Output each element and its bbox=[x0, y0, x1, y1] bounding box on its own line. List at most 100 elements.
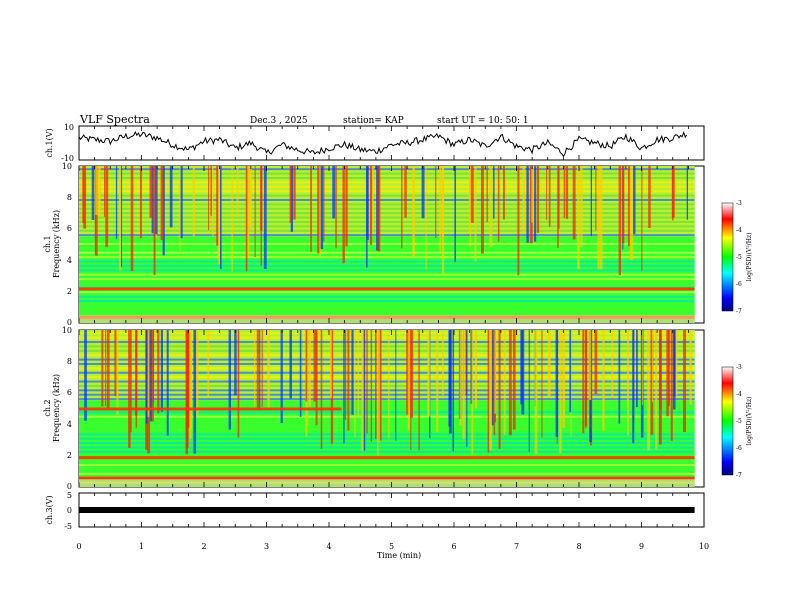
spec-streak bbox=[673, 330, 676, 410]
spec-row bbox=[79, 332, 695, 335]
spec-streak bbox=[491, 330, 494, 426]
spec-streak bbox=[261, 330, 263, 407]
spec-streak bbox=[140, 166, 142, 239]
spec-streak bbox=[320, 330, 323, 449]
x-axis: 0 1 2 3 4 5 6 7 8 9 10 Time (min) bbox=[76, 542, 709, 560]
spec-streak bbox=[307, 330, 309, 426]
spec-streak bbox=[611, 330, 614, 398]
spec-row bbox=[79, 459, 695, 462]
spec-streak bbox=[169, 166, 173, 228]
spec-streak bbox=[114, 330, 117, 397]
spec-streak bbox=[220, 166, 222, 269]
ch3-ytick-0: 0 bbox=[67, 506, 72, 515]
spec-streak bbox=[377, 330, 379, 456]
spec-streak bbox=[421, 166, 425, 219]
spec-streak bbox=[622, 166, 625, 244]
spec-streak bbox=[508, 330, 512, 436]
spec-streak bbox=[582, 330, 585, 434]
spec-streak bbox=[84, 330, 87, 421]
spec-streak bbox=[207, 330, 209, 397]
spec-streak bbox=[153, 166, 156, 275]
spec-streak bbox=[655, 330, 658, 450]
ch1-ytick-top: 10 bbox=[64, 123, 74, 132]
spec-streak bbox=[149, 166, 153, 218]
spec-streak bbox=[119, 166, 121, 271]
spec-streak bbox=[388, 330, 390, 439]
spec-streak bbox=[82, 166, 85, 224]
spec-streak bbox=[259, 330, 261, 411]
spec-streak bbox=[595, 166, 597, 231]
spec-streak bbox=[210, 166, 212, 216]
spec-streak bbox=[330, 330, 334, 444]
spec-streak bbox=[260, 166, 263, 231]
spec-streak bbox=[618, 166, 621, 276]
spec-row bbox=[79, 278, 695, 281]
ch2-cb-tick-m4: -4 bbox=[736, 391, 742, 398]
spec-streak bbox=[522, 166, 525, 234]
spec-row bbox=[79, 185, 695, 188]
spec-row bbox=[79, 238, 695, 241]
spec-streak bbox=[590, 166, 592, 237]
spec-streak bbox=[256, 330, 259, 409]
spec-streak bbox=[245, 166, 248, 272]
spec-low-band bbox=[79, 479, 695, 487]
xtick-label-1: 1 bbox=[139, 542, 144, 551]
ch3-waveform-panel: 5 0 -5 ch.3(V) bbox=[45, 491, 705, 531]
spec-streak bbox=[452, 330, 454, 452]
spec-streak bbox=[95, 166, 98, 215]
spec-streak bbox=[439, 166, 441, 253]
spec-streak bbox=[474, 330, 477, 409]
spec-streak bbox=[354, 330, 356, 438]
spec-streak bbox=[104, 166, 105, 217]
spec-streak bbox=[401, 166, 403, 249]
spec-row bbox=[79, 203, 695, 206]
station-label: station= KAP bbox=[343, 116, 404, 126]
ch1-spec-ytick-10: 10 bbox=[62, 162, 72, 171]
spec-streak bbox=[116, 330, 119, 415]
ch3-waveform-ylabel: ch.3(V) bbox=[45, 495, 54, 524]
spec-streak bbox=[489, 330, 492, 451]
spec-streak bbox=[628, 166, 630, 247]
spec-row bbox=[79, 389, 695, 392]
ch2-cb-tick-m7: -7 bbox=[736, 472, 742, 479]
spec-streak bbox=[145, 330, 148, 424]
spec-streak bbox=[618, 330, 621, 424]
xtick-label-4: 4 bbox=[326, 542, 331, 551]
spec-streak bbox=[689, 330, 692, 405]
ch2-spec-ytick-4: 4 bbox=[67, 420, 72, 429]
ch2-spectrogram-image bbox=[79, 330, 695, 487]
spec-streak bbox=[179, 166, 181, 251]
spec-streak bbox=[357, 330, 360, 416]
ch1-cb-tick-m7: -7 bbox=[736, 308, 742, 315]
spec-streak bbox=[254, 166, 256, 257]
spec-streak bbox=[670, 330, 673, 441]
spec-row bbox=[79, 225, 695, 228]
spec-streak bbox=[366, 166, 369, 240]
ch3-ytick-5: 5 bbox=[67, 491, 72, 500]
spec-streak bbox=[590, 330, 593, 429]
spec-row bbox=[79, 251, 695, 254]
spec-streak bbox=[234, 330, 237, 396]
ch2-colorbar-gradient bbox=[721, 366, 734, 476]
spec-streak bbox=[332, 166, 336, 219]
spec-row bbox=[79, 415, 695, 418]
spec-streak bbox=[152, 330, 155, 404]
spec-row bbox=[79, 380, 695, 383]
ch1-spectrogram-panel: 0 2 4 6 8 10 ch.1 Frequency (kHz) bbox=[43, 162, 705, 327]
spec-row bbox=[79, 168, 695, 171]
spec-row bbox=[79, 260, 695, 263]
spec-streak bbox=[343, 330, 345, 444]
spec-streak bbox=[546, 166, 548, 220]
spec-streak bbox=[375, 330, 377, 440]
xtick-label-5: 5 bbox=[389, 542, 394, 551]
spec-row bbox=[79, 371, 695, 374]
spec-streak bbox=[351, 330, 354, 415]
ch1-spec-ytick-8: 8 bbox=[67, 193, 72, 202]
spec-streak bbox=[377, 166, 381, 252]
ch2-spec-ytick-6: 6 bbox=[67, 388, 72, 397]
xtick-label-9: 9 bbox=[639, 542, 644, 551]
spec-streak bbox=[647, 330, 650, 451]
spec-streak bbox=[263, 166, 267, 269]
spec-row bbox=[79, 212, 695, 215]
x-axis-ticks bbox=[78, 126, 705, 527]
